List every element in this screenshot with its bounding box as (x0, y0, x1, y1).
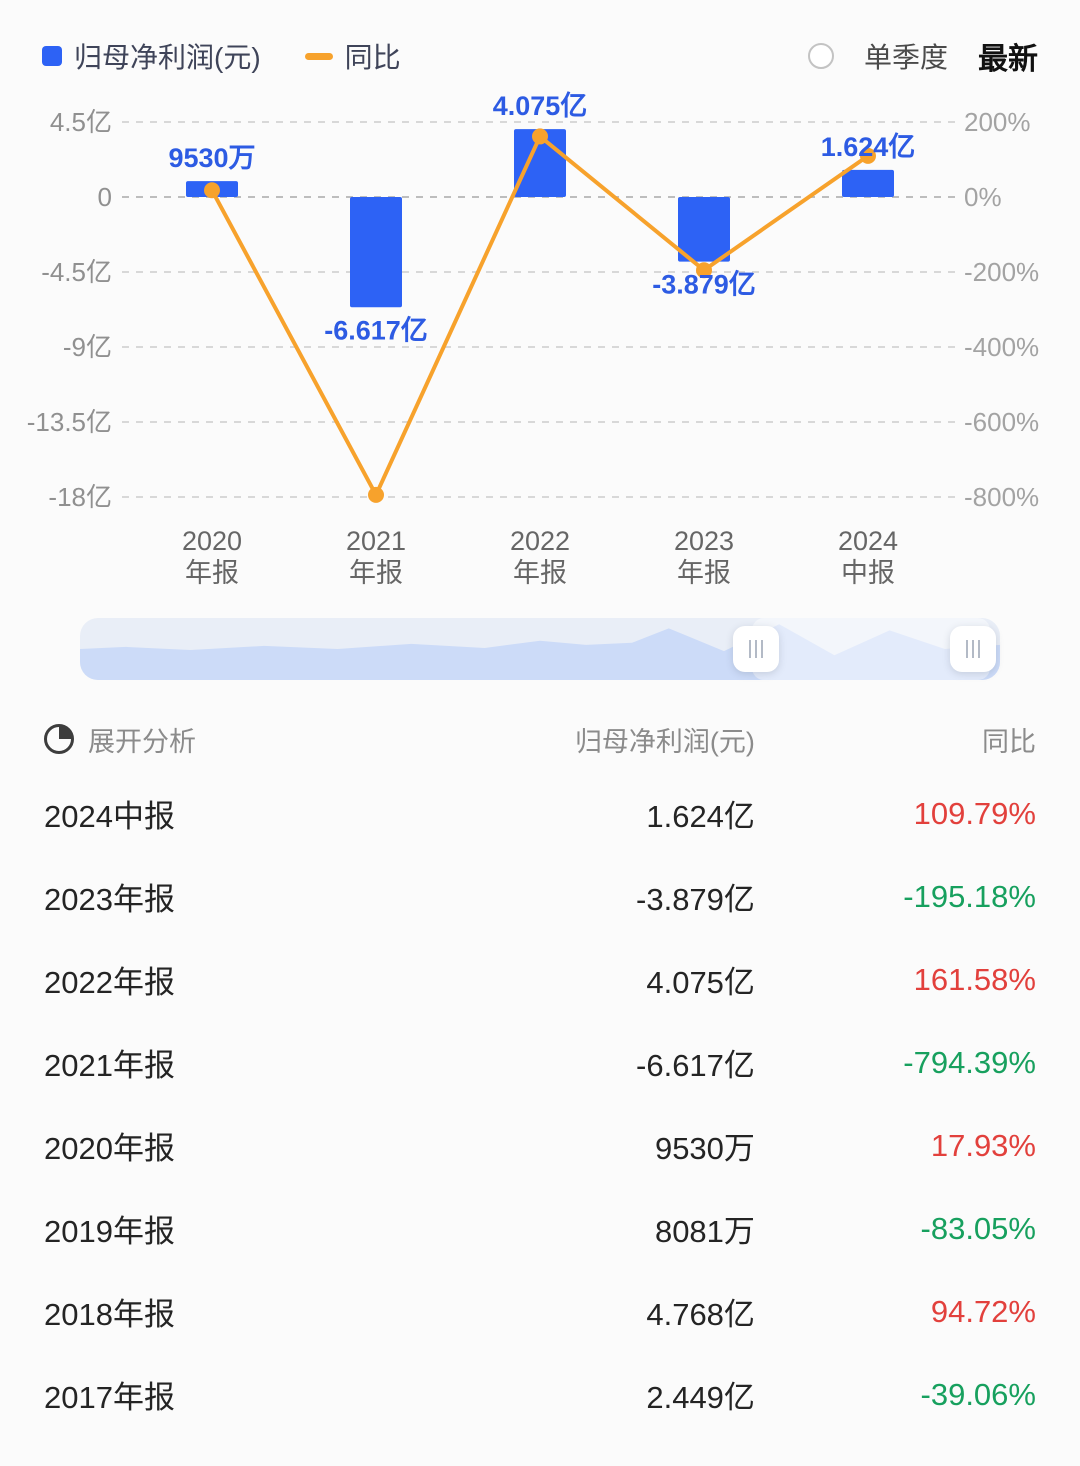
table-body: 2024中报 1.624亿 109.79% 2023年报 -3.879亿 -195.18%… (44, 772, 1036, 1436)
row-period: 2024中报 (44, 799, 175, 834)
chart-legend: 归母净利润(元) 同比 (42, 36, 401, 76)
table-row[interactable]: 2024中报 1.624亿 109.79% (44, 772, 1036, 855)
period-controls: 单季度 最新 (807, 34, 1038, 78)
left-axis-tick: 0 (98, 182, 112, 212)
profit-bar[interactable] (350, 197, 402, 308)
row-period: 2018年报 (44, 1297, 175, 1332)
table-row[interactable]: 2019年报 8081万 -83.05% (44, 1187, 1036, 1270)
single-quarter-radio[interactable] (807, 43, 834, 69)
chart-header: 归母净利润(元) 同比 单季度 最新 (0, 0, 1080, 78)
row-profit: -3.879亿 (636, 882, 755, 917)
yoy-marker[interactable] (696, 262, 712, 279)
yoy-marker[interactable] (204, 182, 220, 199)
bar-series-swatch (42, 46, 62, 66)
left-axis-tick: -18亿 (48, 482, 112, 512)
row-period: 2022年报 (44, 965, 175, 1000)
row-profit: 4.768亿 (646, 1297, 755, 1332)
row-profit: 9530万 (654, 1131, 755, 1166)
table-row[interactable]: 2022年报 4.075亿 161.58% (44, 938, 1036, 1021)
analysis-table: 展开分析 归母净利润(元) 同比 2024中报 1.624亿 109.79% 2023… (0, 680, 1080, 1436)
right-axis-tick: -600% (964, 407, 1039, 437)
x-axis-label: 2024 中报 (838, 526, 898, 588)
data-zoom-brush[interactable] (80, 618, 1000, 680)
bar-value-label: 9530万 (168, 143, 255, 173)
row-profit: 1.624亿 (646, 799, 755, 834)
single-quarter-label[interactable]: 单季度 (863, 42, 948, 73)
x-axis-label: 2020 年报 (182, 526, 242, 588)
row-profit: 8081万 (654, 1214, 755, 1249)
row-yoy: -794.39% (903, 1044, 1036, 1080)
row-yoy: -195.18% (903, 878, 1036, 914)
row-yoy: -83.05% (920, 1210, 1036, 1246)
x-axis-label: 2021 年报 (346, 526, 406, 588)
bar-value-label: -6.617亿 (324, 315, 428, 345)
profit-bar[interactable] (842, 169, 894, 197)
row-period: 2021年报 (44, 1048, 175, 1083)
yoy-marker[interactable] (532, 128, 548, 145)
right-axis-tick: -800% (964, 482, 1039, 512)
column-header-yoy: 同比 (981, 726, 1036, 757)
left-axis-tick: -13.5亿 (27, 407, 112, 437)
row-period: 2017年报 (44, 1380, 175, 1415)
row-yoy: 161.58% (913, 961, 1036, 997)
left-axis-tick: -9亿 (63, 332, 112, 362)
row-yoy: 109.79% (913, 795, 1036, 831)
bar-value-label: 4.075亿 (493, 91, 588, 121)
table-row[interactable]: 2020年报 9530万 17.93% (44, 1104, 1036, 1187)
pie-chart-icon (44, 724, 74, 754)
row-period: 2020年报 (44, 1131, 175, 1166)
column-header-profit: 归母净利润(元) (574, 726, 755, 757)
table-row[interactable]: 2023年报 -3.879亿 -195.18% (44, 855, 1036, 938)
table-header: 展开分析 归母净利润(元) 同比 (44, 706, 1036, 772)
table-row[interactable]: 2017年报 2.449亿 -39.06% (44, 1353, 1036, 1436)
profit-bar[interactable] (678, 197, 730, 262)
right-axis-tick: -400% (964, 332, 1039, 362)
right-axis-tick: 200% (964, 107, 1031, 137)
latest-tab[interactable]: 最新 (978, 43, 1038, 76)
row-yoy: 94.72% (930, 1293, 1036, 1329)
row-yoy: -39.06% (920, 1376, 1036, 1412)
yoy-marker[interactable] (860, 147, 876, 164)
legend-item-profit[interactable]: 归母净利润(元) (42, 36, 261, 76)
brush-handle-left[interactable] (733, 626, 780, 672)
row-yoy: 17.93% (930, 1127, 1036, 1163)
row-period: 2023年报 (44, 882, 175, 917)
legend-bar-label: 归母净利润(元) (74, 42, 261, 73)
expand-analysis-button[interactable]: 展开分析 (44, 720, 375, 759)
yoy-marker[interactable] (368, 486, 384, 503)
x-axis-label: 2023 年报 (674, 526, 734, 588)
row-profit: 4.075亿 (646, 965, 755, 1000)
chart-svg[interactable]: 4.5亿 200% 0 0% -4.5亿 -200% -9亿 -400% -13.5亿 -600%… (0, 82, 1080, 602)
table-row[interactable]: 2018年报 4.768亿 94.72% (44, 1270, 1036, 1353)
legend-item-yoy[interactable]: 同比 (304, 36, 401, 76)
expand-analysis-label: 展开分析 (88, 726, 196, 757)
legend-line-label: 同比 (344, 42, 401, 73)
right-axis-tick: 0% (964, 182, 1002, 212)
table-row[interactable]: 2021年报 -6.617亿 -794.39% (44, 1021, 1036, 1104)
right-axis-tick: -200% (964, 257, 1039, 287)
left-axis-tick: 4.5亿 (50, 107, 112, 137)
line-series-swatch (304, 52, 333, 60)
bar-value-label: 1.624亿 (821, 132, 916, 162)
x-axis-label: 2022 年报 (510, 526, 570, 588)
bar-value-label: -3.879亿 (652, 270, 756, 300)
row-profit: -6.617亿 (636, 1048, 755, 1083)
left-axis-tick: -4.5亿 (41, 257, 112, 287)
brush-handle-right[interactable] (950, 626, 996, 672)
row-profit: 2.449亿 (646, 1380, 755, 1415)
row-period: 2019年报 (44, 1214, 175, 1249)
